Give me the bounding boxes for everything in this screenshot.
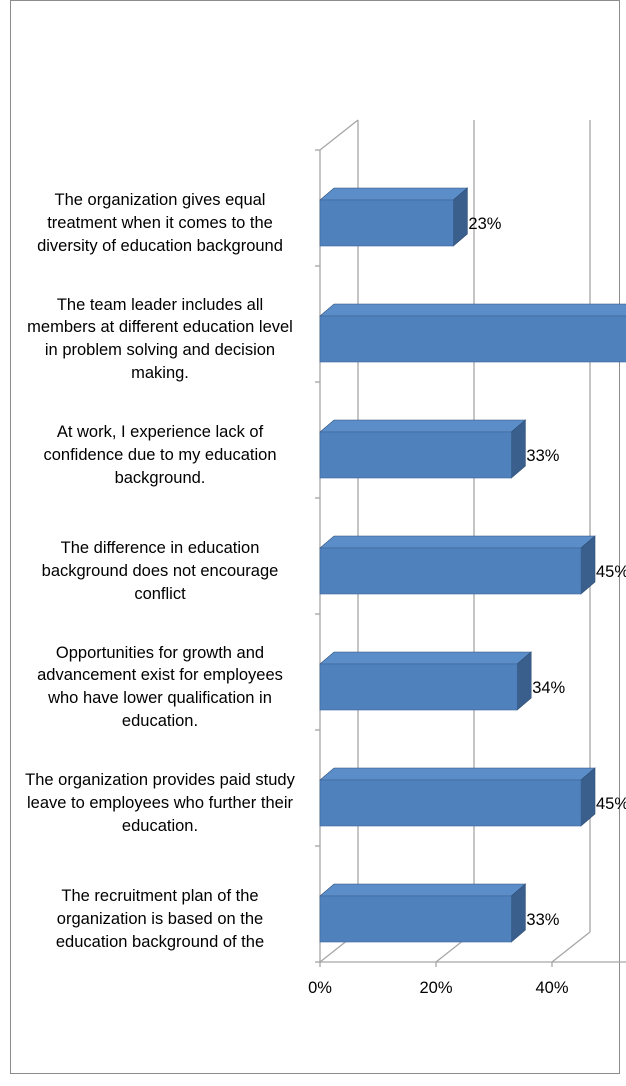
x-tick-label: 0% <box>308 979 332 997</box>
data-label: 45% <box>596 563 626 581</box>
category-label: The team leader includes all members at … <box>27 295 293 382</box>
bar <box>319 547 582 595</box>
bar-top <box>319 535 596 549</box>
x-tick-label: 20% <box>419 979 452 997</box>
bar <box>319 779 582 827</box>
category-label: The recruitment plan of the organization… <box>55 887 265 951</box>
category-label: The organization gives equal treatment w… <box>37 191 283 255</box>
data-label: 33% <box>526 911 559 929</box>
bar-top <box>319 303 626 317</box>
bar <box>319 431 512 479</box>
data-label: 34% <box>532 679 565 697</box>
category-label: Opportunities for growth and advancement… <box>37 643 283 730</box>
category-label: At work, I experience lack of confidence… <box>43 423 277 487</box>
bar <box>319 663 518 711</box>
bar-top <box>319 419 527 433</box>
bar <box>319 199 454 247</box>
data-label: 33% <box>526 447 559 465</box>
bar-top <box>319 651 533 665</box>
floor-gridline <box>551 931 591 963</box>
bar-top <box>319 187 469 201</box>
data-label: 23% <box>468 215 501 233</box>
data-label: 45% <box>596 795 626 813</box>
bar-top <box>319 883 527 897</box>
category-label: The difference in education background d… <box>41 539 279 603</box>
side-wall-edge <box>319 119 359 151</box>
bar <box>319 895 512 943</box>
bar <box>319 315 626 363</box>
x-tick-label: 40% <box>535 979 568 997</box>
category-label: The organization provides paid study lea… <box>25 771 295 835</box>
bar-top <box>319 767 596 781</box>
